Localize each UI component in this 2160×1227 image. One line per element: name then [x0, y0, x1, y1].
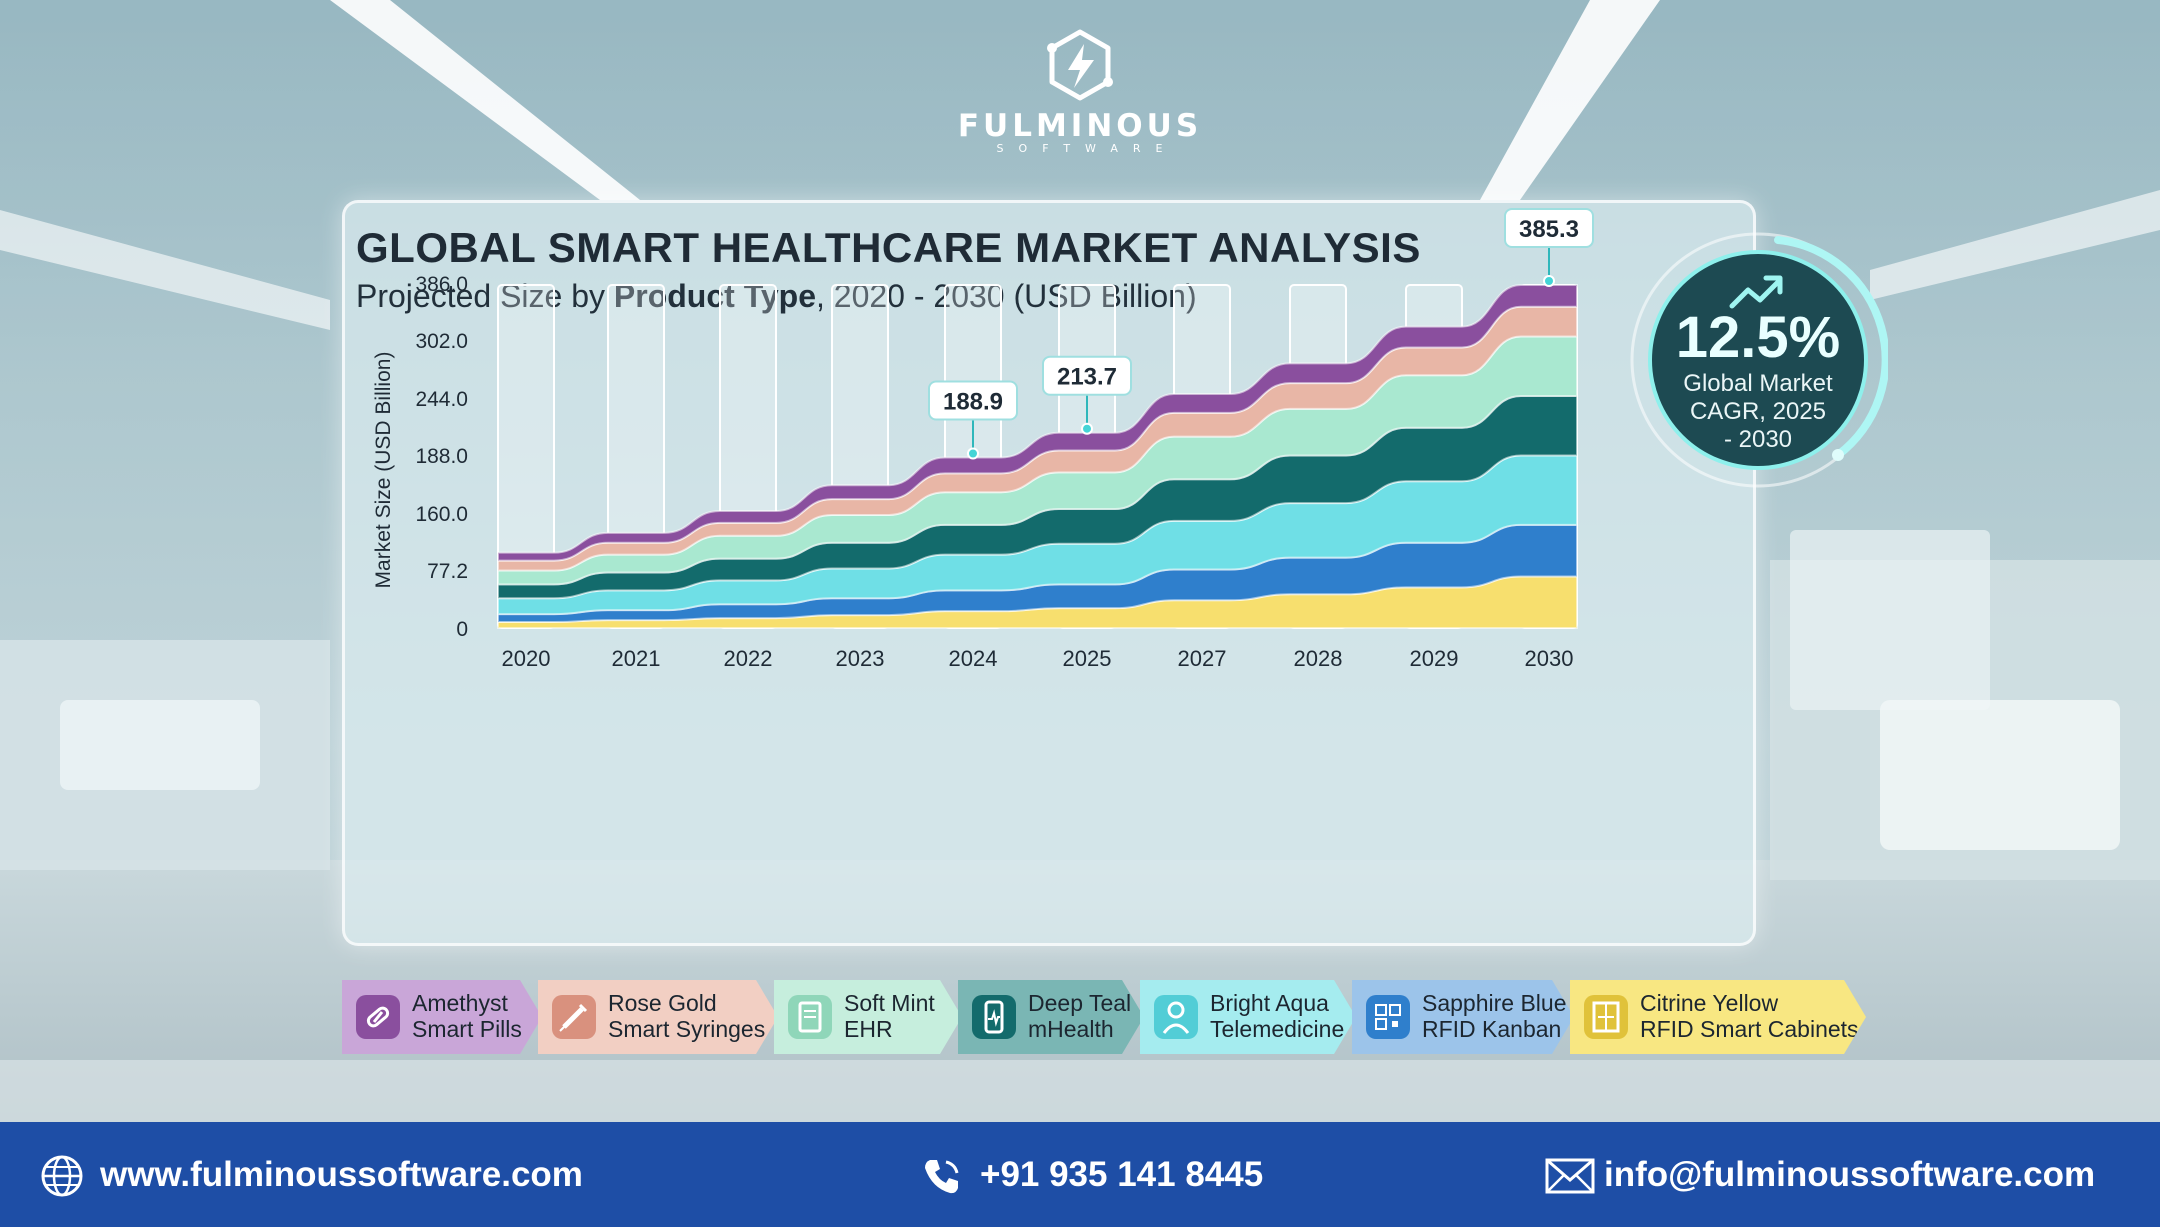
cagr-value: 12.5% — [1675, 305, 1841, 370]
callout-dot — [967, 447, 979, 460]
y-tick-label: 302.0 — [415, 330, 468, 353]
brand-name: FULMINOUS — [957, 108, 1203, 144]
callout-box — [928, 380, 1018, 421]
y-tick-label: 386.0 — [415, 273, 468, 296]
callout-dot — [1543, 275, 1555, 287]
email-text[interactable]: info@fulminoussoftware.com — [1604, 1155, 2096, 1194]
footer-bar: www.fulminoussoftware.com +91 935 141 84… — [0, 1122, 2160, 1227]
fulminous-logo-icon — [1047, 29, 1113, 101]
cagr-label-line1: Global Market — [1683, 370, 1833, 397]
legend-item-telemedicine: Bright Aqua Telemedicine — [1140, 980, 1356, 1054]
y-tick-label: 0 — [456, 618, 468, 641]
legend-label: Bright Aqua Telemedicine — [1210, 990, 1344, 1042]
legend-item-rfid-kanban: Sapphire Blue RFID Kanban — [1352, 980, 1574, 1054]
x-tick-label: 2030 — [1525, 646, 1574, 671]
cabinet-icon — [1584, 995, 1628, 1039]
brand-logo: FULMINOUS SOFTWARE — [930, 26, 1230, 176]
legend-product: EHR — [844, 1016, 893, 1042]
cagr-badge — [1630, 232, 1888, 488]
legend-color-name: Rose Gold — [608, 990, 717, 1016]
x-tick-label: 2029 — [1410, 646, 1459, 671]
callout-dot — [1081, 422, 1093, 435]
legend-product: RFID Kanban — [1422, 1016, 1562, 1042]
legend-color-name: Bright Aqua — [1210, 990, 1329, 1016]
legend-label: Rose Gold Smart Syringes — [608, 990, 765, 1042]
legend-label: Soft Mint EHR — [844, 990, 935, 1042]
callout-label: 213.7 — [1057, 364, 1117, 391]
legend-item-mhealth: Deep Teal mHealth — [958, 980, 1144, 1054]
y-tick-label: 188.0 — [415, 445, 468, 468]
y-tick-label: 160.0 — [415, 503, 468, 526]
legend-product: mHealth — [1028, 1016, 1114, 1042]
x-tick-label: 2025 — [1063, 646, 1112, 671]
y-tick-label: 244.0 — [415, 388, 468, 411]
legend-product: Smart Pills — [412, 1016, 522, 1042]
document-icon — [788, 995, 832, 1039]
callout-box — [1042, 355, 1132, 396]
y-tick-label: 77.2 — [427, 560, 468, 583]
legend-item-rfid-smart-cabinets: Citrine Yellow RFID Smart Cabinets — [1570, 980, 1866, 1054]
callout-label: 385.3 — [1519, 216, 1579, 243]
legend-label: Sapphire Blue RFID Kanban — [1422, 990, 1567, 1042]
legend-item-smart-pills: Amethyst Smart Pills — [342, 980, 542, 1054]
website-text[interactable]: www.fulminoussoftware.com — [100, 1155, 583, 1194]
globe-icon — [41, 1155, 83, 1197]
legend-label: Deep Teal mHealth — [1028, 990, 1131, 1042]
legend-color-name: Sapphire Blue — [1422, 990, 1567, 1016]
email-icon — [1545, 1158, 1595, 1194]
trend-up-icon — [1729, 275, 1783, 309]
footer-phone[interactable]: +91 935 141 8445 — [920, 1150, 1300, 1200]
legend-color-name: Citrine Yellow — [1640, 990, 1779, 1016]
subtitle-prefix: Projected Size by — [356, 278, 614, 314]
cagr-label-line3: - 2030 — [1723, 426, 1793, 453]
legend-color-name: Amethyst — [412, 990, 508, 1016]
footer-email[interactable]: info@fulminoussoftware.com — [1544, 1150, 2144, 1200]
chart-title: GLOBAL SMART HEALTHCARE MARKET ANALYSIS — [356, 224, 1421, 271]
phone-text[interactable]: +91 935 141 8445 — [980, 1155, 1264, 1194]
y-axis-label: Market Size (USD Billion) — [372, 352, 395, 589]
brand-tagline: SOFTWARE — [996, 142, 1178, 155]
legend-item-ehr: Soft Mint EHR — [774, 980, 962, 1054]
pill-icon — [356, 995, 400, 1039]
x-tick-label: 2020 — [502, 646, 551, 671]
legend-label: Citrine Yellow RFID Smart Cabinets — [1640, 990, 1859, 1042]
legend-product: Smart Syringes — [608, 1016, 766, 1042]
x-tick-label: 2027 — [1178, 646, 1227, 671]
legend-label: Amethyst Smart Pills — [412, 990, 522, 1042]
phone-icon — [972, 995, 1016, 1039]
x-tick-label: 2024 — [949, 646, 998, 671]
cagr-text: 12.5% Global Market CAGR, 2025 - 2030 — [1662, 306, 1854, 454]
chart-legend: Amethyst Smart Pills Rose Gold Smart Syrin… — [342, 980, 1872, 1054]
legend-item-smart-syringes: Rose Gold Smart Syringes — [538, 980, 778, 1054]
x-tick-label: 2022 — [724, 646, 773, 671]
phone-call-icon — [925, 1160, 959, 1194]
callout-label: 188.9 — [943, 388, 1003, 415]
stacked-area-chart: 0 77.2 160.0 188.0 244.0 302.0 386.0 Market Siz… — [372, 208, 1594, 671]
legend-color-name: Soft Mint — [844, 990, 935, 1016]
x-tick-label: 2021 — [612, 646, 661, 671]
legend-color-name: Deep Teal — [1028, 990, 1132, 1016]
callout-box — [1504, 208, 1594, 248]
x-tick-label: 2028 — [1294, 646, 1343, 671]
doctor-icon — [1154, 995, 1198, 1039]
legend-product: RFID Smart Cabinets — [1640, 1016, 1859, 1042]
legend-product: Telemedicine — [1210, 1016, 1345, 1042]
qr-icon — [1366, 995, 1410, 1039]
x-tick-label: 2023 — [836, 646, 885, 671]
cagr-label-line2: CAGR, 2025 — [1689, 398, 1827, 425]
syringe-icon — [552, 995, 596, 1039]
footer-website[interactable]: www.fulminoussoftware.com — [40, 1150, 600, 1200]
